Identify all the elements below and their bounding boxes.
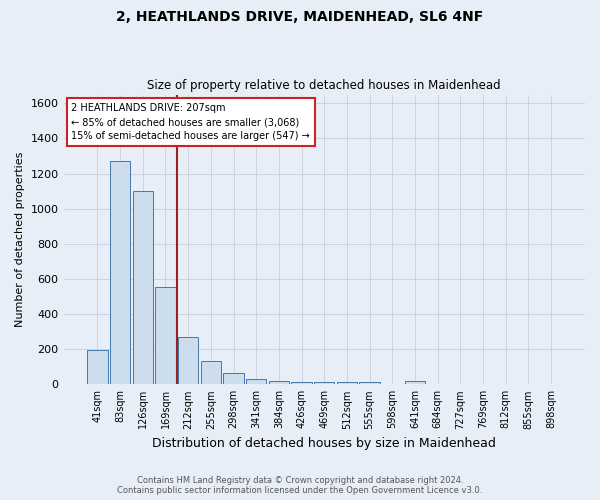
Bar	[314, 382, 334, 384]
X-axis label: Distribution of detached houses by size in Maidenhead: Distribution of detached houses by size …	[152, 437, 496, 450]
Bar	[405, 381, 425, 384]
Text: 2, HEATHLANDS DRIVE, MAIDENHEAD, SL6 4NF: 2, HEATHLANDS DRIVE, MAIDENHEAD, SL6 4NF	[116, 10, 484, 24]
Bar	[246, 378, 266, 384]
Bar	[110, 162, 130, 384]
Bar	[337, 382, 357, 384]
Y-axis label: Number of detached properties: Number of detached properties	[15, 152, 25, 327]
Bar	[200, 360, 221, 384]
Bar	[178, 337, 199, 384]
Bar	[359, 382, 380, 384]
Bar	[223, 374, 244, 384]
Bar	[292, 382, 312, 384]
Bar	[155, 287, 176, 384]
Bar	[87, 350, 107, 384]
Text: 2 HEATHLANDS DRIVE: 207sqm
← 85% of detached houses are smaller (3,068)
15% of s: 2 HEATHLANDS DRIVE: 207sqm ← 85% of deta…	[71, 103, 310, 141]
Text: Contains HM Land Registry data © Crown copyright and database right 2024.
Contai: Contains HM Land Registry data © Crown c…	[118, 476, 482, 495]
Title: Size of property relative to detached houses in Maidenhead: Size of property relative to detached ho…	[148, 79, 501, 92]
Bar	[133, 191, 153, 384]
Bar	[269, 381, 289, 384]
